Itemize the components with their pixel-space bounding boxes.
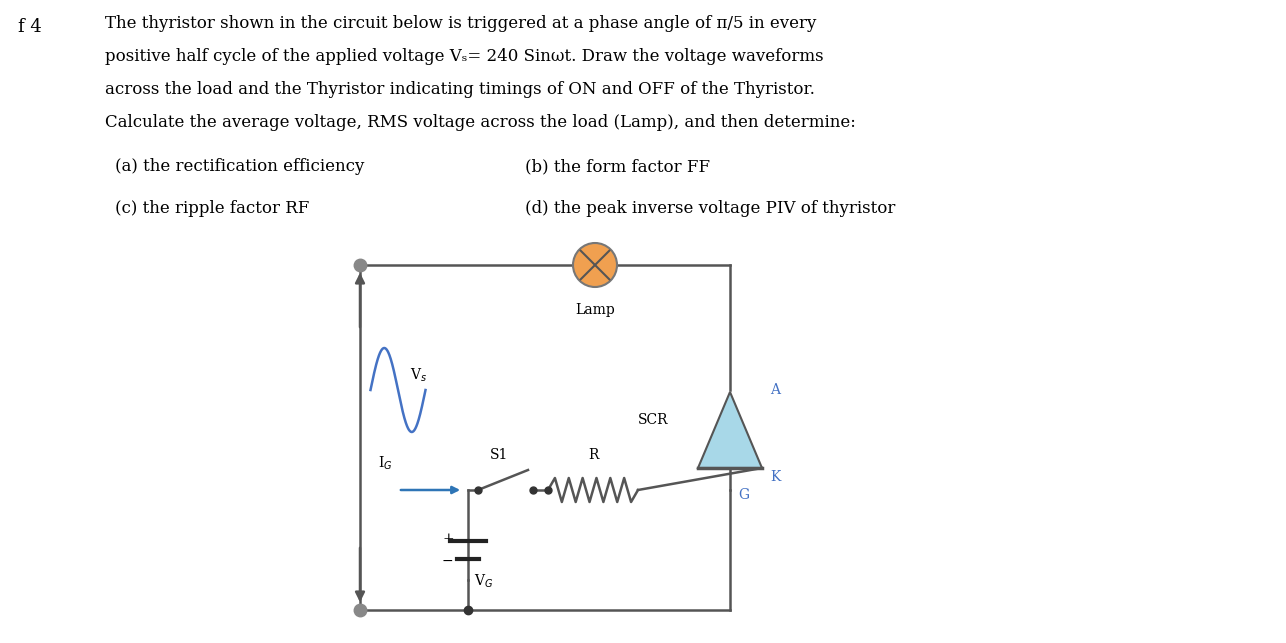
Text: −: − — [442, 554, 454, 568]
Polygon shape — [698, 392, 763, 468]
Text: V$_G$: V$_G$ — [475, 573, 494, 590]
Text: I$_G$: I$_G$ — [378, 455, 394, 472]
Text: Calculate the average voltage, RMS voltage across the load (Lamp), and then dete: Calculate the average voltage, RMS volta… — [105, 114, 856, 131]
Text: positive half cycle of the applied voltage Vₛ= 240 Sinωt. Draw the voltage wavef: positive half cycle of the applied volta… — [105, 48, 823, 65]
Text: (c) the ripple factor RF: (c) the ripple factor RF — [114, 200, 310, 217]
Text: SCR: SCR — [638, 413, 669, 427]
Text: V$_s$: V$_s$ — [410, 367, 427, 384]
Text: (a) the rectification efficiency: (a) the rectification efficiency — [114, 158, 364, 175]
Text: f 4: f 4 — [18, 18, 41, 36]
Text: Lamp: Lamp — [575, 303, 615, 317]
Text: (d) the peak inverse voltage PIV of thyristor: (d) the peak inverse voltage PIV of thyr… — [525, 200, 895, 217]
Text: R: R — [588, 448, 598, 462]
Text: (b) the form factor FF: (b) the form factor FF — [525, 158, 710, 175]
Text: S1: S1 — [490, 448, 508, 462]
Text: K: K — [770, 470, 781, 484]
Text: A: A — [770, 383, 781, 397]
Text: G: G — [738, 488, 750, 502]
Circle shape — [574, 243, 617, 287]
Text: The thyristor shown in the circuit below is triggered at a phase angle of π/5 in: The thyristor shown in the circuit below… — [105, 15, 817, 32]
Text: across the load and the Thyristor indicating timings of ON and OFF of the Thyris: across the load and the Thyristor indica… — [105, 81, 815, 98]
Text: +: + — [442, 532, 454, 546]
